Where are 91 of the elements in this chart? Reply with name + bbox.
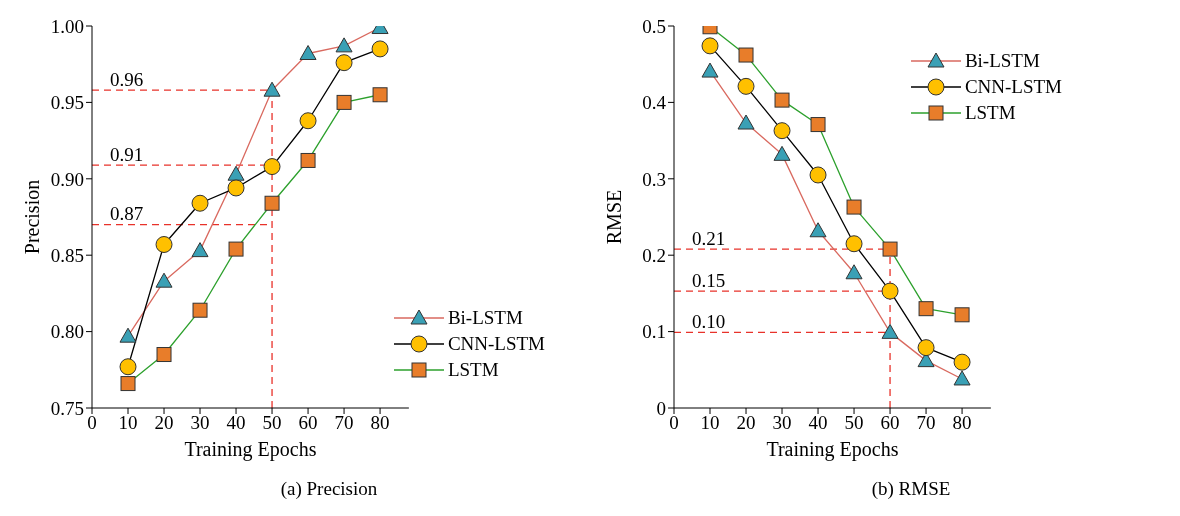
y-tick-label: 0.95 [50, 92, 84, 114]
point [738, 47, 754, 63]
point [737, 77, 755, 95]
y-axis-title: Precision [21, 179, 44, 255]
text: (a) Precision [279, 478, 379, 500]
point [882, 241, 898, 257]
ref-line-label: 0.21 [692, 227, 726, 249]
point [119, 358, 137, 376]
legend-label: CNN-LSTM [964, 76, 1062, 98]
x-tick-label: 10 [118, 412, 138, 434]
point [845, 264, 863, 280]
point [155, 236, 173, 253]
x-tick-label: 50 [844, 412, 864, 434]
x-tick-label: 60 [298, 412, 318, 434]
point [263, 81, 281, 97]
point [809, 166, 827, 184]
y-tick-label: 0.75 [50, 397, 84, 419]
ref-line-label: 0.10 [692, 310, 726, 332]
point [701, 62, 719, 78]
point [953, 370, 971, 386]
point [299, 112, 317, 130]
point [227, 165, 245, 181]
y-tick-label: 1.00 [50, 15, 84, 37]
point [335, 54, 353, 72]
x-tick-label: 40 [226, 412, 246, 434]
x-tick-label: 30 [772, 412, 792, 434]
point [954, 307, 970, 323]
x-tick-label: 60 [880, 412, 900, 434]
point [227, 179, 245, 197]
point [191, 242, 209, 258]
y-tick-label: 0.5 [642, 15, 666, 37]
point [881, 282, 899, 300]
x-tick-label: 40 [808, 412, 828, 434]
point [953, 353, 971, 371]
point [845, 235, 863, 253]
y-tick-label: 0 [656, 397, 666, 419]
y-tick-label: 0.80 [50, 321, 84, 343]
point [156, 347, 172, 363]
x-tick-label: 70 [916, 412, 936, 434]
point [192, 302, 208, 318]
x-tick-label: 50 [262, 412, 282, 434]
point [701, 37, 719, 55]
point [299, 45, 317, 60]
point [155, 272, 173, 288]
x-tick-label: 20 [736, 412, 756, 434]
y-tick-label: 0.2 [642, 244, 666, 266]
ref-line-label: 0.91 [110, 143, 144, 165]
point [263, 158, 281, 176]
point [774, 92, 790, 108]
y-tick-label: 0.3 [642, 168, 666, 190]
point [228, 241, 244, 257]
legend-label: LSTM [964, 102, 1016, 124]
point [737, 114, 755, 130]
point [810, 117, 826, 133]
legend-label: Bi-LSTM [964, 50, 1040, 72]
x-tick-label: 80 [370, 412, 390, 434]
x-tick-label: 30 [190, 412, 210, 434]
x-tick-label: 70 [334, 412, 354, 434]
x-tick-label: 80 [952, 412, 972, 434]
point [917, 339, 935, 357]
point [191, 194, 209, 212]
point [846, 199, 862, 215]
text: (b) RMSE [870, 478, 952, 500]
y-tick-label: 0.4 [642, 92, 667, 114]
point [372, 87, 388, 103]
point [809, 222, 827, 238]
ref-line-label: 0.87 [110, 203, 144, 225]
point [773, 122, 791, 140]
x-axis-title: Training Epochs [766, 438, 899, 461]
x-tick-label: 20 [154, 412, 174, 434]
point [119, 327, 137, 343]
point [335, 37, 353, 53]
legend-label: Bi-LSTM [447, 307, 523, 329]
point [120, 376, 136, 392]
legend-label: LSTM [447, 359, 499, 381]
point [300, 152, 316, 168]
ref-line-label: 0.15 [692, 269, 726, 291]
point [881, 323, 899, 339]
x-axis-title: Training Epochs [184, 438, 317, 461]
point [264, 195, 280, 211]
y-tick-label: 0.85 [50, 244, 84, 266]
ref-line-label: 0.96 [110, 68, 144, 90]
point [773, 145, 791, 161]
y-tick-label: 0.1 [642, 321, 666, 343]
y-axis-title: RMSE [603, 189, 626, 245]
point [371, 40, 389, 58]
point [336, 94, 352, 110]
point [918, 301, 934, 317]
x-tick-label: 10 [700, 412, 720, 434]
legend-label: CNN-LSTM [447, 333, 545, 355]
y-tick-label: 0.90 [50, 168, 84, 190]
